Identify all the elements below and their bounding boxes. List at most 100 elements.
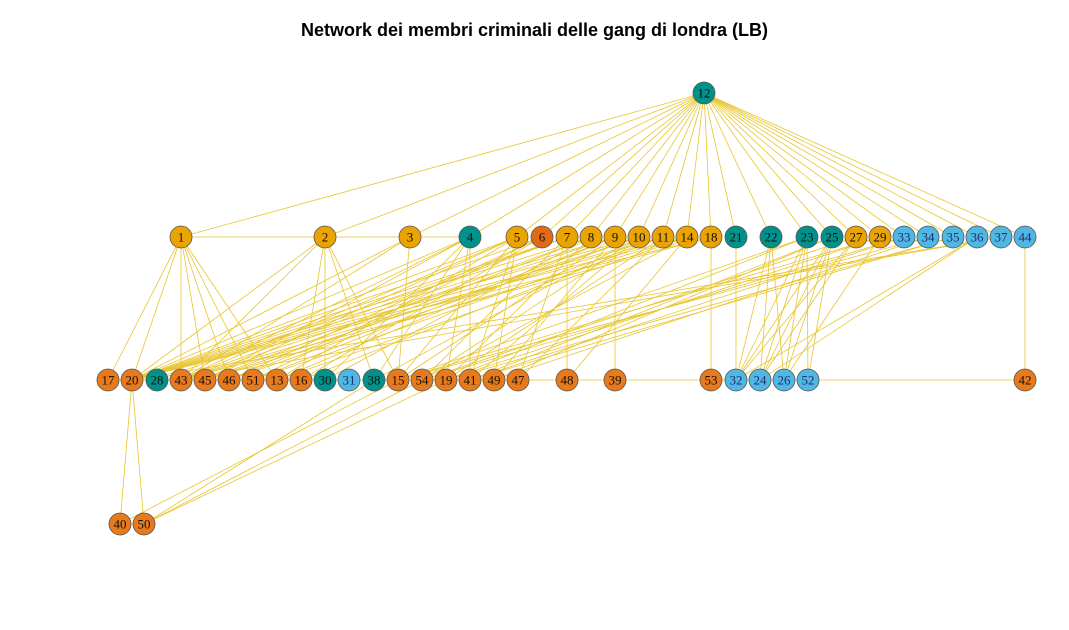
node-circle <box>506 368 530 392</box>
node-16[interactable]: 16 <box>289 368 313 392</box>
node-24[interactable]: 24 <box>748 368 772 392</box>
edge-29-15 <box>397 236 881 381</box>
node-51[interactable]: 51 <box>241 368 265 392</box>
edge-12-7 <box>566 92 705 238</box>
node-22[interactable]: 22 <box>759 225 783 249</box>
node-30[interactable]: 30 <box>313 368 337 392</box>
node-34[interactable]: 34 <box>916 225 940 249</box>
edge-11-20 <box>131 236 664 381</box>
node-43[interactable]: 43 <box>169 368 193 392</box>
node-label: 45 <box>199 373 212 388</box>
edge-20-40 <box>119 379 133 525</box>
plot-title: Network dei membri criminali delle gang … <box>300 20 769 40</box>
node-circle <box>482 368 506 392</box>
node-12[interactable]: 12 <box>692 81 716 105</box>
node-31[interactable]: 31 <box>337 368 361 392</box>
node-label: 46 <box>223 373 237 388</box>
edge-12-37 <box>703 92 1002 238</box>
node-41[interactable]: 41 <box>458 368 482 392</box>
node-circle <box>651 225 675 249</box>
edge-12-3 <box>409 92 705 238</box>
node-54[interactable]: 54 <box>410 368 434 392</box>
node-circle <box>289 368 313 392</box>
node-18[interactable]: 18 <box>699 225 723 249</box>
node-36[interactable]: 36 <box>965 225 989 249</box>
node-29[interactable]: 29 <box>868 225 892 249</box>
node-circle <box>217 368 241 392</box>
node-50[interactable]: 50 <box>132 512 156 536</box>
node-9[interactable]: 9 <box>603 225 627 249</box>
node-label: 35 <box>947 230 960 245</box>
node-20[interactable]: 20 <box>120 368 144 392</box>
node-circle <box>699 368 723 392</box>
node-28[interactable]: 28 <box>145 368 169 392</box>
node-21[interactable]: 21 <box>724 225 748 249</box>
node-46[interactable]: 46 <box>217 368 241 392</box>
node-circle <box>675 225 699 249</box>
edge-23-15 <box>397 236 808 381</box>
node-label: 24 <box>754 373 768 388</box>
node-8[interactable]: 8 <box>579 225 603 249</box>
node-circle <box>724 368 748 392</box>
edge-7-20 <box>131 236 568 381</box>
node-circle <box>844 225 868 249</box>
node-42[interactable]: 42 <box>1013 368 1037 392</box>
node-circle <box>603 225 627 249</box>
node-23[interactable]: 23 <box>795 225 819 249</box>
node-25[interactable]: 25 <box>820 225 844 249</box>
node-label: 21 <box>730 230 743 245</box>
edge-12-18 <box>703 92 712 238</box>
node-26[interactable]: 26 <box>772 368 796 392</box>
node-15[interactable]: 15 <box>386 368 410 392</box>
edge-12-1 <box>180 92 705 238</box>
edge-33-41 <box>469 236 905 381</box>
node-10[interactable]: 10 <box>627 225 651 249</box>
edge-35-19 <box>445 236 954 381</box>
node-13[interactable]: 13 <box>265 368 289 392</box>
node-44[interactable]: 44 <box>1013 225 1037 249</box>
node-49[interactable]: 49 <box>482 368 506 392</box>
node-6[interactable]: 6 <box>530 225 554 249</box>
edge-6-20 <box>131 236 543 381</box>
node-53[interactable]: 53 <box>699 368 723 392</box>
node-32[interactable]: 32 <box>724 368 748 392</box>
node-14[interactable]: 14 <box>675 225 699 249</box>
node-1[interactable]: 1 <box>169 225 193 249</box>
node-3[interactable]: 3 <box>398 225 422 249</box>
node-circle <box>265 368 289 392</box>
node-17[interactable]: 17 <box>96 368 120 392</box>
node-label: 44 <box>1019 230 1033 245</box>
node-5[interactable]: 5 <box>505 225 529 249</box>
edge-50-19 <box>143 379 447 525</box>
node-2[interactable]: 2 <box>313 225 337 249</box>
node-19[interactable]: 19 <box>434 368 458 392</box>
node-7[interactable]: 7 <box>555 225 579 249</box>
node-4[interactable]: 4 <box>458 225 482 249</box>
node-33[interactable]: 33 <box>892 225 916 249</box>
node-circle <box>1013 225 1037 249</box>
node-40[interactable]: 40 <box>108 512 132 536</box>
edge-25-32 <box>735 236 833 381</box>
node-label: 31 <box>343 373 356 388</box>
node-circle <box>603 368 627 392</box>
node-45[interactable]: 45 <box>193 368 217 392</box>
node-circle <box>169 225 193 249</box>
node-38[interactable]: 38 <box>362 368 386 392</box>
node-48[interactable]: 48 <box>555 368 579 392</box>
node-circle <box>337 368 361 392</box>
edge-12-33 <box>703 92 905 238</box>
node-52[interactable]: 52 <box>796 368 820 392</box>
node-label: 54 <box>416 373 430 388</box>
node-11[interactable]: 11 <box>651 225 675 249</box>
node-39[interactable]: 39 <box>603 368 627 392</box>
node-27[interactable]: 27 <box>844 225 868 249</box>
node-37[interactable]: 37 <box>989 225 1013 249</box>
edge-12-27 <box>703 92 857 238</box>
node-47[interactable]: 47 <box>506 368 530 392</box>
node-circle <box>699 225 723 249</box>
node-circle <box>820 225 844 249</box>
nodes-layer: 121 2 3 4 5 6 7 8 9 10 11 14 18 21 22 23 25 27 29 33 34 35 36 3… <box>96 81 1037 536</box>
node-label: 22 <box>765 230 778 245</box>
node-35[interactable]: 35 <box>941 225 965 249</box>
node-label: 40 <box>114 517 127 532</box>
